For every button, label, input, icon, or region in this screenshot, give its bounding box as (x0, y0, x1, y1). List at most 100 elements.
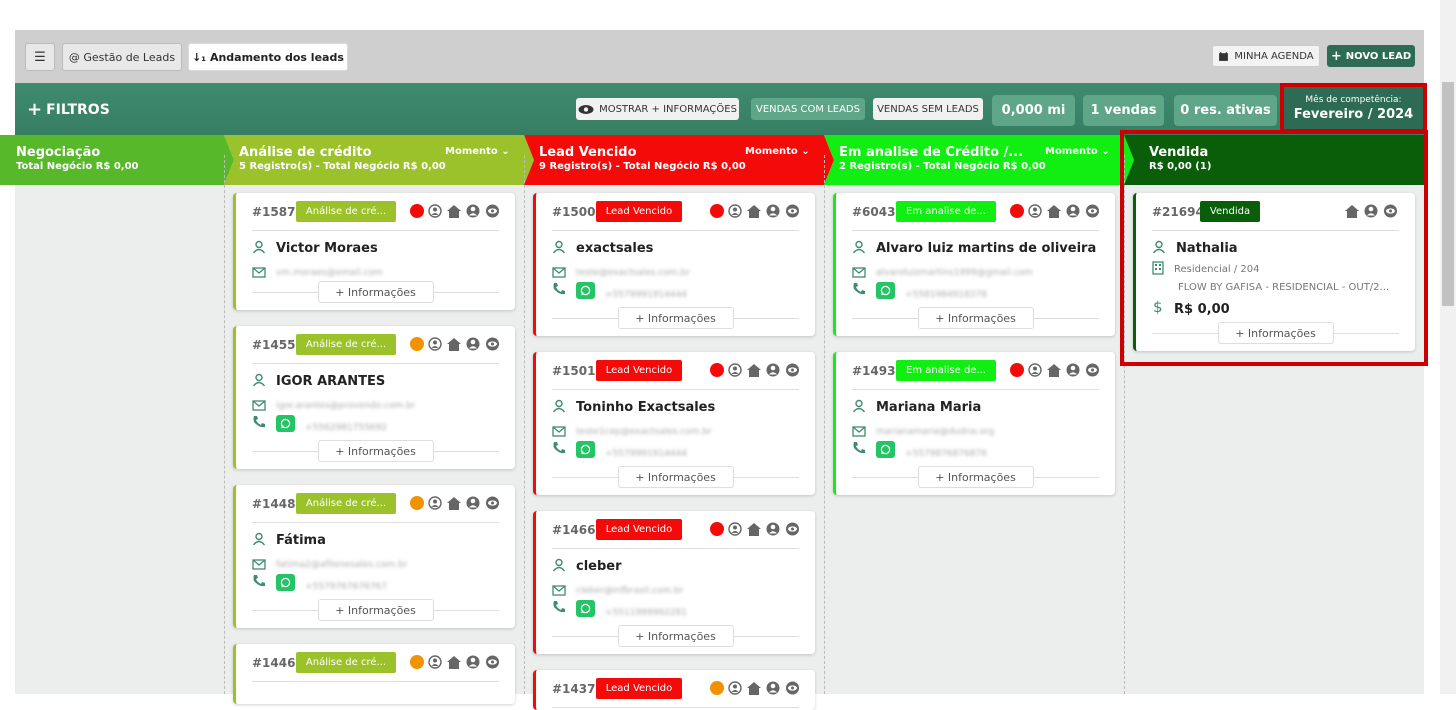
filtros-button[interactable]: + FILTROS (27, 99, 110, 120)
phone-icon[interactable] (552, 281, 566, 300)
novo-lead-label: NOVO LEAD (1345, 50, 1412, 62)
phone-row: +5579767676767 (252, 573, 387, 592)
phone-icon[interactable] (552, 599, 566, 618)
person-circle-icon[interactable] (1027, 203, 1043, 219)
eye-icon[interactable] (484, 203, 500, 219)
user-circle-icon[interactable] (765, 203, 781, 219)
mais-informacoes-button[interactable]: + Informações (617, 625, 734, 647)
person-circle-icon[interactable] (727, 521, 743, 537)
mais-informacoes-button[interactable]: + Informações (617, 466, 734, 488)
home-icon[interactable] (746, 203, 762, 219)
card-actions (710, 680, 800, 696)
momento-dropdown[interactable]: Momento ⌄ (745, 146, 810, 157)
phone-icon[interactable] (852, 281, 866, 300)
whatsapp-icon[interactable] (576, 441, 595, 458)
lead-card[interactable]: #1448 Análise de cré... Fátima fatima2@afil… (233, 485, 515, 628)
momento-dropdown[interactable]: Momento ⌄ (445, 146, 510, 157)
home-icon[interactable] (746, 521, 762, 537)
phone-row: +5562981755692 (252, 414, 387, 433)
user-circle-icon[interactable] (1065, 203, 1081, 219)
lead-id: #1446 (252, 656, 296, 670)
eye-icon[interactable] (784, 680, 800, 696)
person-circle-icon[interactable] (1027, 362, 1043, 378)
vendas-sem-leads-button[interactable]: VENDAS SEM LEADS (873, 98, 983, 120)
home-icon[interactable] (1046, 203, 1062, 219)
phone-icon[interactable] (252, 414, 266, 433)
tab-gestao-de-leads[interactable]: @ Gestão de Leads (62, 43, 182, 71)
home-icon[interactable] (1344, 203, 1360, 219)
lead-card[interactable]: #1493 Em analise de... Mariana Maria marian… (833, 352, 1115, 495)
eye-icon[interactable] (1084, 203, 1100, 219)
mais-informacoes-button[interactable]: + Informações (917, 307, 1034, 329)
mais-informacoes-button[interactable]: + Informações (617, 307, 734, 329)
lead-id: #1500 (552, 205, 596, 219)
eye-icon[interactable] (1382, 203, 1398, 219)
lead-card[interactable]: #1437 Lead Vencido (533, 670, 815, 710)
menu-button[interactable]: ☰ (25, 43, 55, 71)
eye-icon[interactable] (784, 203, 800, 219)
whatsapp-icon[interactable] (276, 415, 295, 432)
whatsapp-icon[interactable] (276, 574, 295, 591)
user-circle-icon[interactable] (765, 680, 781, 696)
home-icon[interactable] (446, 203, 462, 219)
eye-icon[interactable] (484, 495, 500, 511)
eye-icon[interactable] (784, 362, 800, 378)
user-circle-icon[interactable] (1065, 362, 1081, 378)
eye-icon[interactable] (484, 654, 500, 670)
home-icon[interactable] (746, 362, 762, 378)
home-icon[interactable] (446, 654, 462, 670)
phone-row: +5511999992281 (552, 599, 687, 618)
user-circle-icon[interactable] (465, 495, 481, 511)
home-icon[interactable] (446, 336, 462, 352)
user-circle-icon[interactable] (465, 654, 481, 670)
whatsapp-icon[interactable] (576, 282, 595, 299)
momento-dropdown[interactable]: Momento ⌄ (1045, 146, 1110, 157)
person-circle-icon[interactable] (727, 362, 743, 378)
lead-card[interactable]: #1500 Lead Vencido exactsales teste@exactsa… (533, 193, 815, 336)
lead-card[interactable]: #1446 Análise de cré... (233, 644, 515, 704)
whatsapp-icon[interactable] (876, 282, 895, 299)
user-circle-icon[interactable] (465, 336, 481, 352)
home-icon[interactable] (746, 680, 762, 696)
user-circle-icon[interactable] (765, 362, 781, 378)
phone-icon[interactable] (552, 440, 566, 459)
lead-card[interactable]: #1501 Lead Vencido Toninho Exactsales teste… (533, 352, 815, 495)
lead-card[interactable]: #1455 Análise de cré... IGOR ARANTES igor.a… (233, 326, 515, 469)
mostrar-informacoes-button[interactable]: MOSTRAR + INFORMAÇÕES (576, 98, 739, 120)
eye-icon[interactable] (1084, 362, 1100, 378)
novo-lead-button[interactable]: + NOVO LEAD (1327, 45, 1415, 67)
mais-informacoes-button[interactable]: + Informações (317, 440, 434, 462)
mais-informacoes-button[interactable]: + Informações (917, 466, 1034, 488)
person-circle-icon[interactable] (427, 654, 443, 670)
person-circle-icon[interactable] (727, 203, 743, 219)
person-circle-icon[interactable] (427, 495, 443, 511)
whatsapp-icon[interactable] (876, 441, 895, 458)
lead-card[interactable]: #1587 Análise de cré... Victor Moraes vm.mo… (233, 193, 515, 310)
lead-card[interactable]: #6043 Em analise de... Alvaro luiz martins… (833, 193, 1115, 336)
person-circle-icon[interactable] (427, 203, 443, 219)
user-circle-icon[interactable] (465, 203, 481, 219)
home-icon[interactable] (1046, 362, 1062, 378)
mais-informacoes-button[interactable]: + Informações (1217, 322, 1334, 344)
lead-card[interactable]: #1466 Lead Vencido cleber cleber@infbrasil.… (533, 511, 815, 654)
scrollbar-thumb[interactable] (1442, 82, 1454, 306)
eye-icon[interactable] (784, 521, 800, 537)
divider (552, 230, 799, 231)
mes-competencia-selector[interactable]: Mês de competência: Fevereiro / 2024 (1280, 83, 1427, 133)
person-circle-icon[interactable] (427, 336, 443, 352)
vendas-com-leads-button[interactable]: VENDAS COM LEADS (751, 98, 865, 120)
tab-andamento-dos-leads[interactable]: ↓₁ Andamento dos leads (188, 43, 348, 71)
scrollbar[interactable] (1440, 0, 1456, 694)
lead-name-row: Victor Moraes (252, 239, 378, 258)
phone-icon[interactable] (252, 573, 266, 592)
whatsapp-icon[interactable] (576, 600, 595, 617)
home-icon[interactable] (446, 495, 462, 511)
mais-informacoes-button[interactable]: + Informações (317, 281, 434, 303)
lead-card[interactable]: #21694 Vendida Nathalia Residencial / 204 FL… (1133, 193, 1415, 351)
minha-agenda-button[interactable]: MINHA AGENDA (1212, 45, 1320, 67)
mais-informacoes-button[interactable]: + Informações (317, 599, 434, 621)
eye-icon[interactable] (484, 336, 500, 352)
user-circle-icon[interactable] (1363, 203, 1379, 219)
user-circle-icon[interactable] (765, 521, 781, 537)
phone-icon[interactable] (852, 440, 866, 459)
